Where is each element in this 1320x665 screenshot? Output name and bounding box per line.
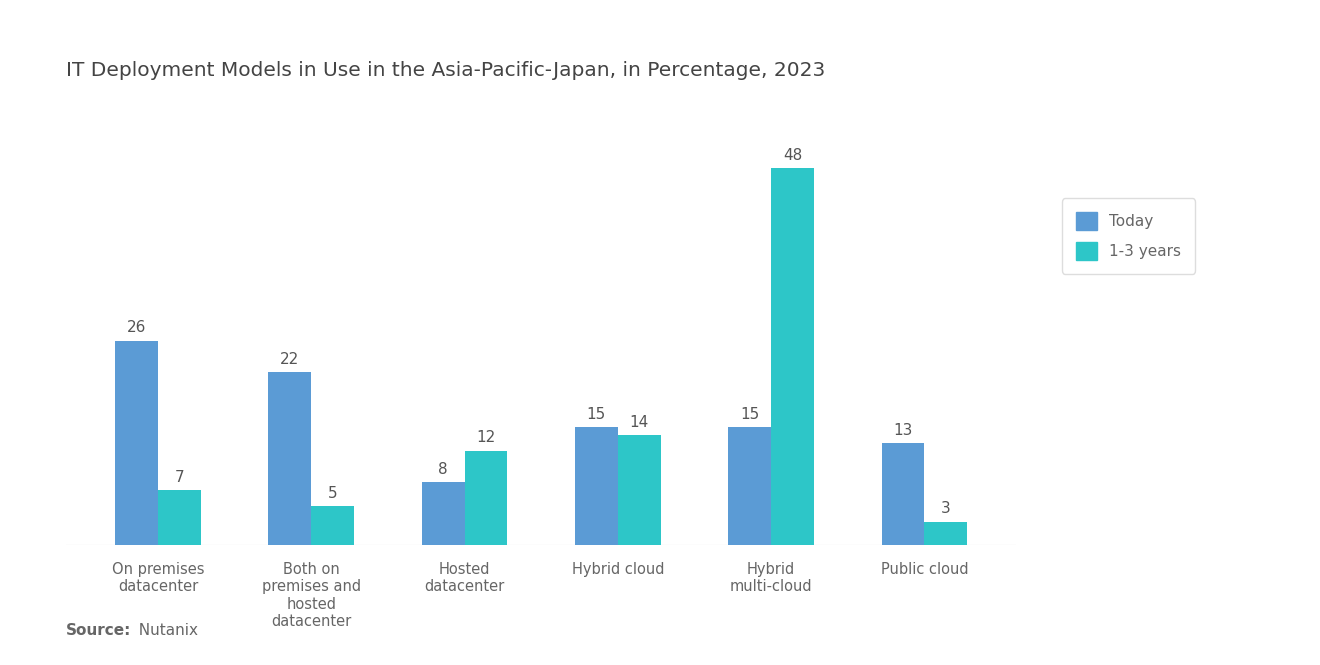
Text: 26: 26 [127,321,147,335]
Text: 12: 12 [477,430,495,446]
Bar [268,372,312,545]
Text: 8: 8 [438,462,447,477]
Text: 3: 3 [941,501,950,516]
Text: 48: 48 [783,148,803,162]
Bar [618,436,661,545]
Text: Nutanix: Nutanix [129,623,198,638]
Text: 15: 15 [587,407,606,422]
Text: 22: 22 [280,352,300,367]
Bar [115,341,158,545]
Text: 15: 15 [741,407,759,422]
Bar [771,168,814,545]
Bar [576,428,618,545]
Bar [882,443,924,545]
Legend: Today, 1-3 years: Today, 1-3 years [1063,198,1195,273]
Text: 14: 14 [630,415,649,430]
Bar [729,428,771,545]
Text: 13: 13 [894,423,912,438]
Bar [924,522,968,545]
Bar [312,506,354,545]
Bar [158,490,201,545]
Text: IT Deployment Models in Use in the Asia-Pacific-Japan, in Percentage, 2023: IT Deployment Models in Use in the Asia-… [66,61,825,80]
Text: 5: 5 [327,485,338,501]
Bar [421,482,465,545]
Text: Source:: Source: [66,623,132,638]
Text: 7: 7 [174,469,185,485]
Bar [465,451,507,545]
